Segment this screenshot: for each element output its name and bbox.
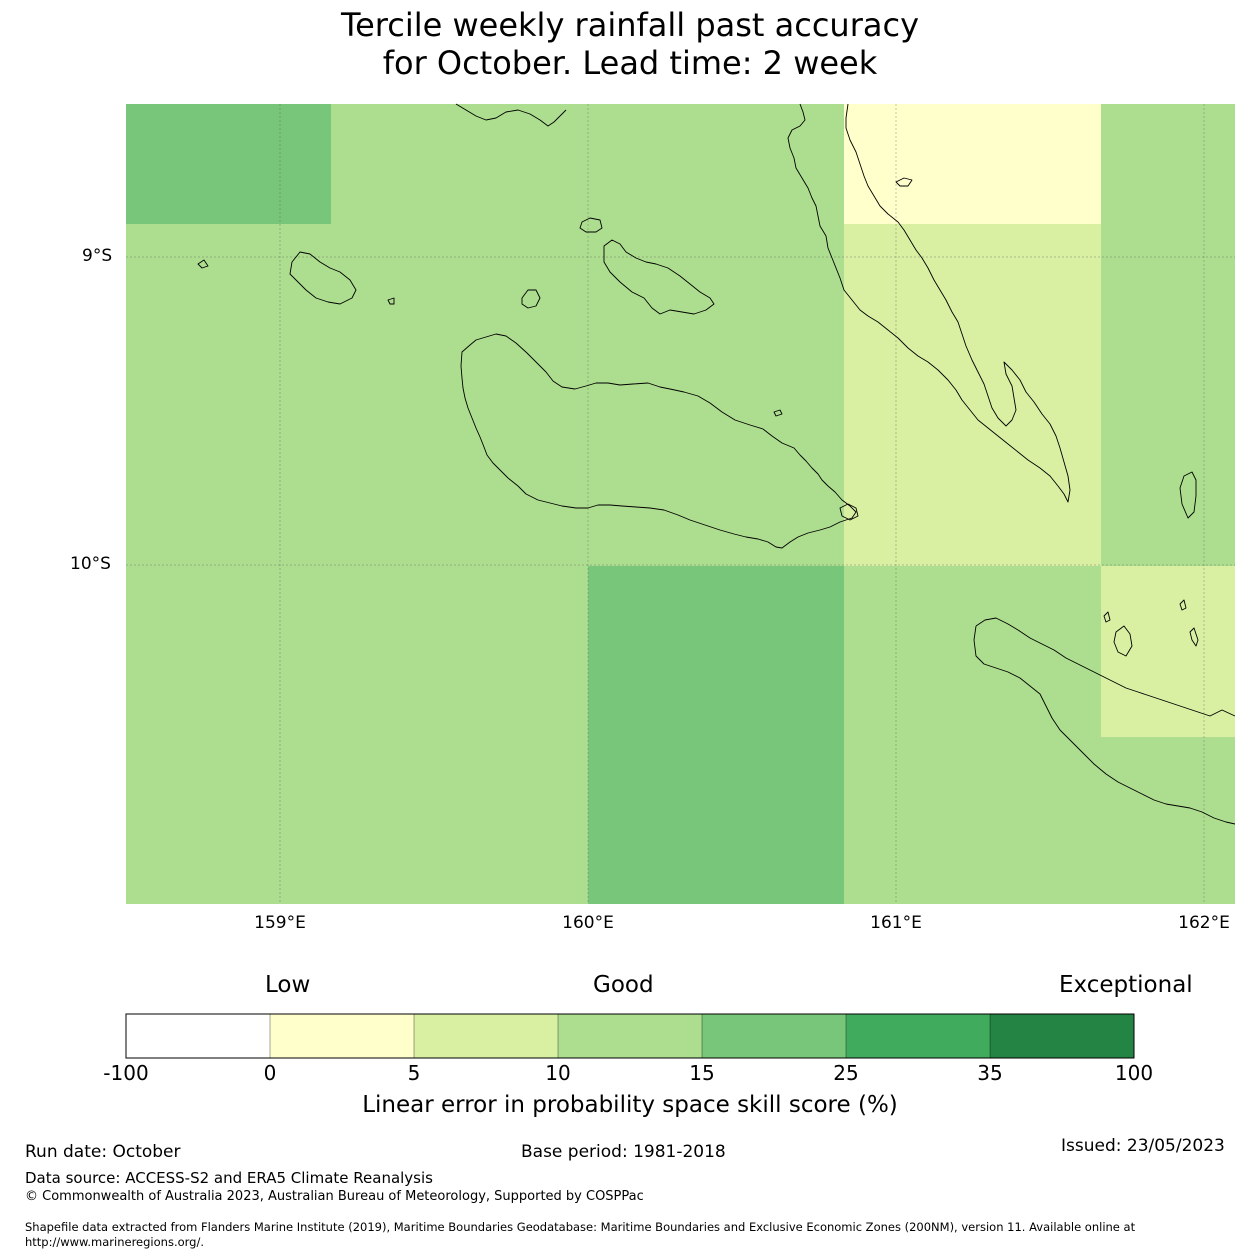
coastline-santa-isabel <box>787 103 1071 503</box>
coastlines <box>197 103 1236 825</box>
colorbar-swatch-6 <box>990 1014 1134 1058</box>
coastline-new-georgia-edge <box>455 103 567 127</box>
colorbar-word-good: Good <box>593 972 654 998</box>
lat-label-9s: 9°S <box>82 246 113 266</box>
colorbar-tick-3: 10 <box>545 1061 571 1085</box>
base-period: Base period: 1981-2018 <box>521 1142 726 1162</box>
coastline-islet-2 <box>895 177 913 187</box>
issued-date: Issued: 23/05/2023 <box>1061 1136 1225 1156</box>
figure-title: Tercile weekly rainfall past accuracy fo… <box>0 6 1260 82</box>
coastline-islet-3 <box>1179 471 1197 519</box>
skill-cell-1 <box>331 104 844 224</box>
shapefile-credit-line-2: http://www.marineregions.org/. <box>25 1235 204 1249</box>
coastline-islet-4 <box>1113 625 1133 657</box>
lon-label-162e: 162°E <box>1178 913 1230 933</box>
skill-cell-9 <box>844 566 1101 904</box>
lon-label-160e: 160°E <box>562 913 614 933</box>
gridlines <box>126 104 1235 904</box>
colorbar-tick-6: 35 <box>977 1061 1003 1085</box>
colorbar-outline <box>125 1013 1135 1059</box>
skill-cell-2 <box>844 104 1101 224</box>
colorbar-tick-2: 5 <box>407 1061 421 1085</box>
colorbar-tick-7: 100 <box>1114 1061 1154 1085</box>
skill-cell-7 <box>126 566 588 904</box>
coastline-islet-6 <box>1179 599 1187 611</box>
skill-cell-5 <box>844 224 1101 566</box>
skill-cell-10 <box>1101 566 1235 737</box>
title-line-1: Tercile weekly rainfall past accuracy <box>340 6 919 44</box>
run-date: Run date: October <box>25 1142 181 1162</box>
data-source: Data source: ACCESS-S2 and ERA5 Climate … <box>25 1169 433 1187</box>
skill-cell-8 <box>588 566 844 904</box>
coastline-islet-1 <box>197 259 209 269</box>
lon-label-161e: 161°E <box>870 913 922 933</box>
coastline-makira <box>975 617 1236 717</box>
colorbar-swatch-1 <box>270 1014 414 1058</box>
coastline-makira-south <box>973 625 1236 825</box>
colorbar-label: Linear error in probability space skill … <box>362 1092 898 1118</box>
skill-cells-layer <box>126 104 1235 904</box>
colorbar-swatch-4 <box>702 1014 846 1058</box>
shapefile-credit-line-1: Shapefile data extracted from Flanders M… <box>25 1220 1136 1234</box>
lon-label-159e: 159°E <box>254 913 306 933</box>
coastline-florida-islands <box>603 239 715 315</box>
colorbar-dividers <box>269 1014 991 1058</box>
colorbar-tick-1: 0 <box>263 1061 277 1085</box>
coastline-islet-8 <box>773 409 783 417</box>
colorbar-swatch-0 <box>126 1014 270 1058</box>
coastline-islet-5 <box>1103 611 1111 623</box>
coastline-ngella-small <box>579 217 603 233</box>
colorbar-tick-4: 15 <box>689 1061 715 1085</box>
coastline-islet-10 <box>839 503 859 521</box>
skill-cell-11 <box>1101 737 1235 904</box>
lat-label-10s: 10°S <box>70 554 111 574</box>
skill-cell-0 <box>126 104 331 224</box>
coastline-savo <box>521 289 541 309</box>
coastline-russell-islands <box>289 251 357 305</box>
title-line-2: for October. Lead time: 2 week <box>382 44 878 82</box>
coastline-islet-7 <box>1189 627 1199 647</box>
skill-cell-3 <box>1101 104 1235 224</box>
coastline-islet-9 <box>387 297 395 305</box>
skill-cell-4 <box>126 224 844 566</box>
colorbar-swatch-5 <box>846 1014 990 1058</box>
colorbar-tick-5: 25 <box>833 1061 859 1085</box>
skill-cell-6 <box>1101 224 1235 566</box>
colorbar-tick-0: -100 <box>103 1061 149 1085</box>
colorbar-swatch-2 <box>414 1014 558 1058</box>
copyright: © Commonwealth of Australia 2023, Austra… <box>25 1189 644 1204</box>
colorbar-word-exceptional: Exceptional <box>1059 972 1193 998</box>
colorbar-swatch-3 <box>558 1014 702 1058</box>
colorbar-word-low: Low <box>265 972 311 998</box>
coastline-guadalcanal <box>460 333 857 549</box>
